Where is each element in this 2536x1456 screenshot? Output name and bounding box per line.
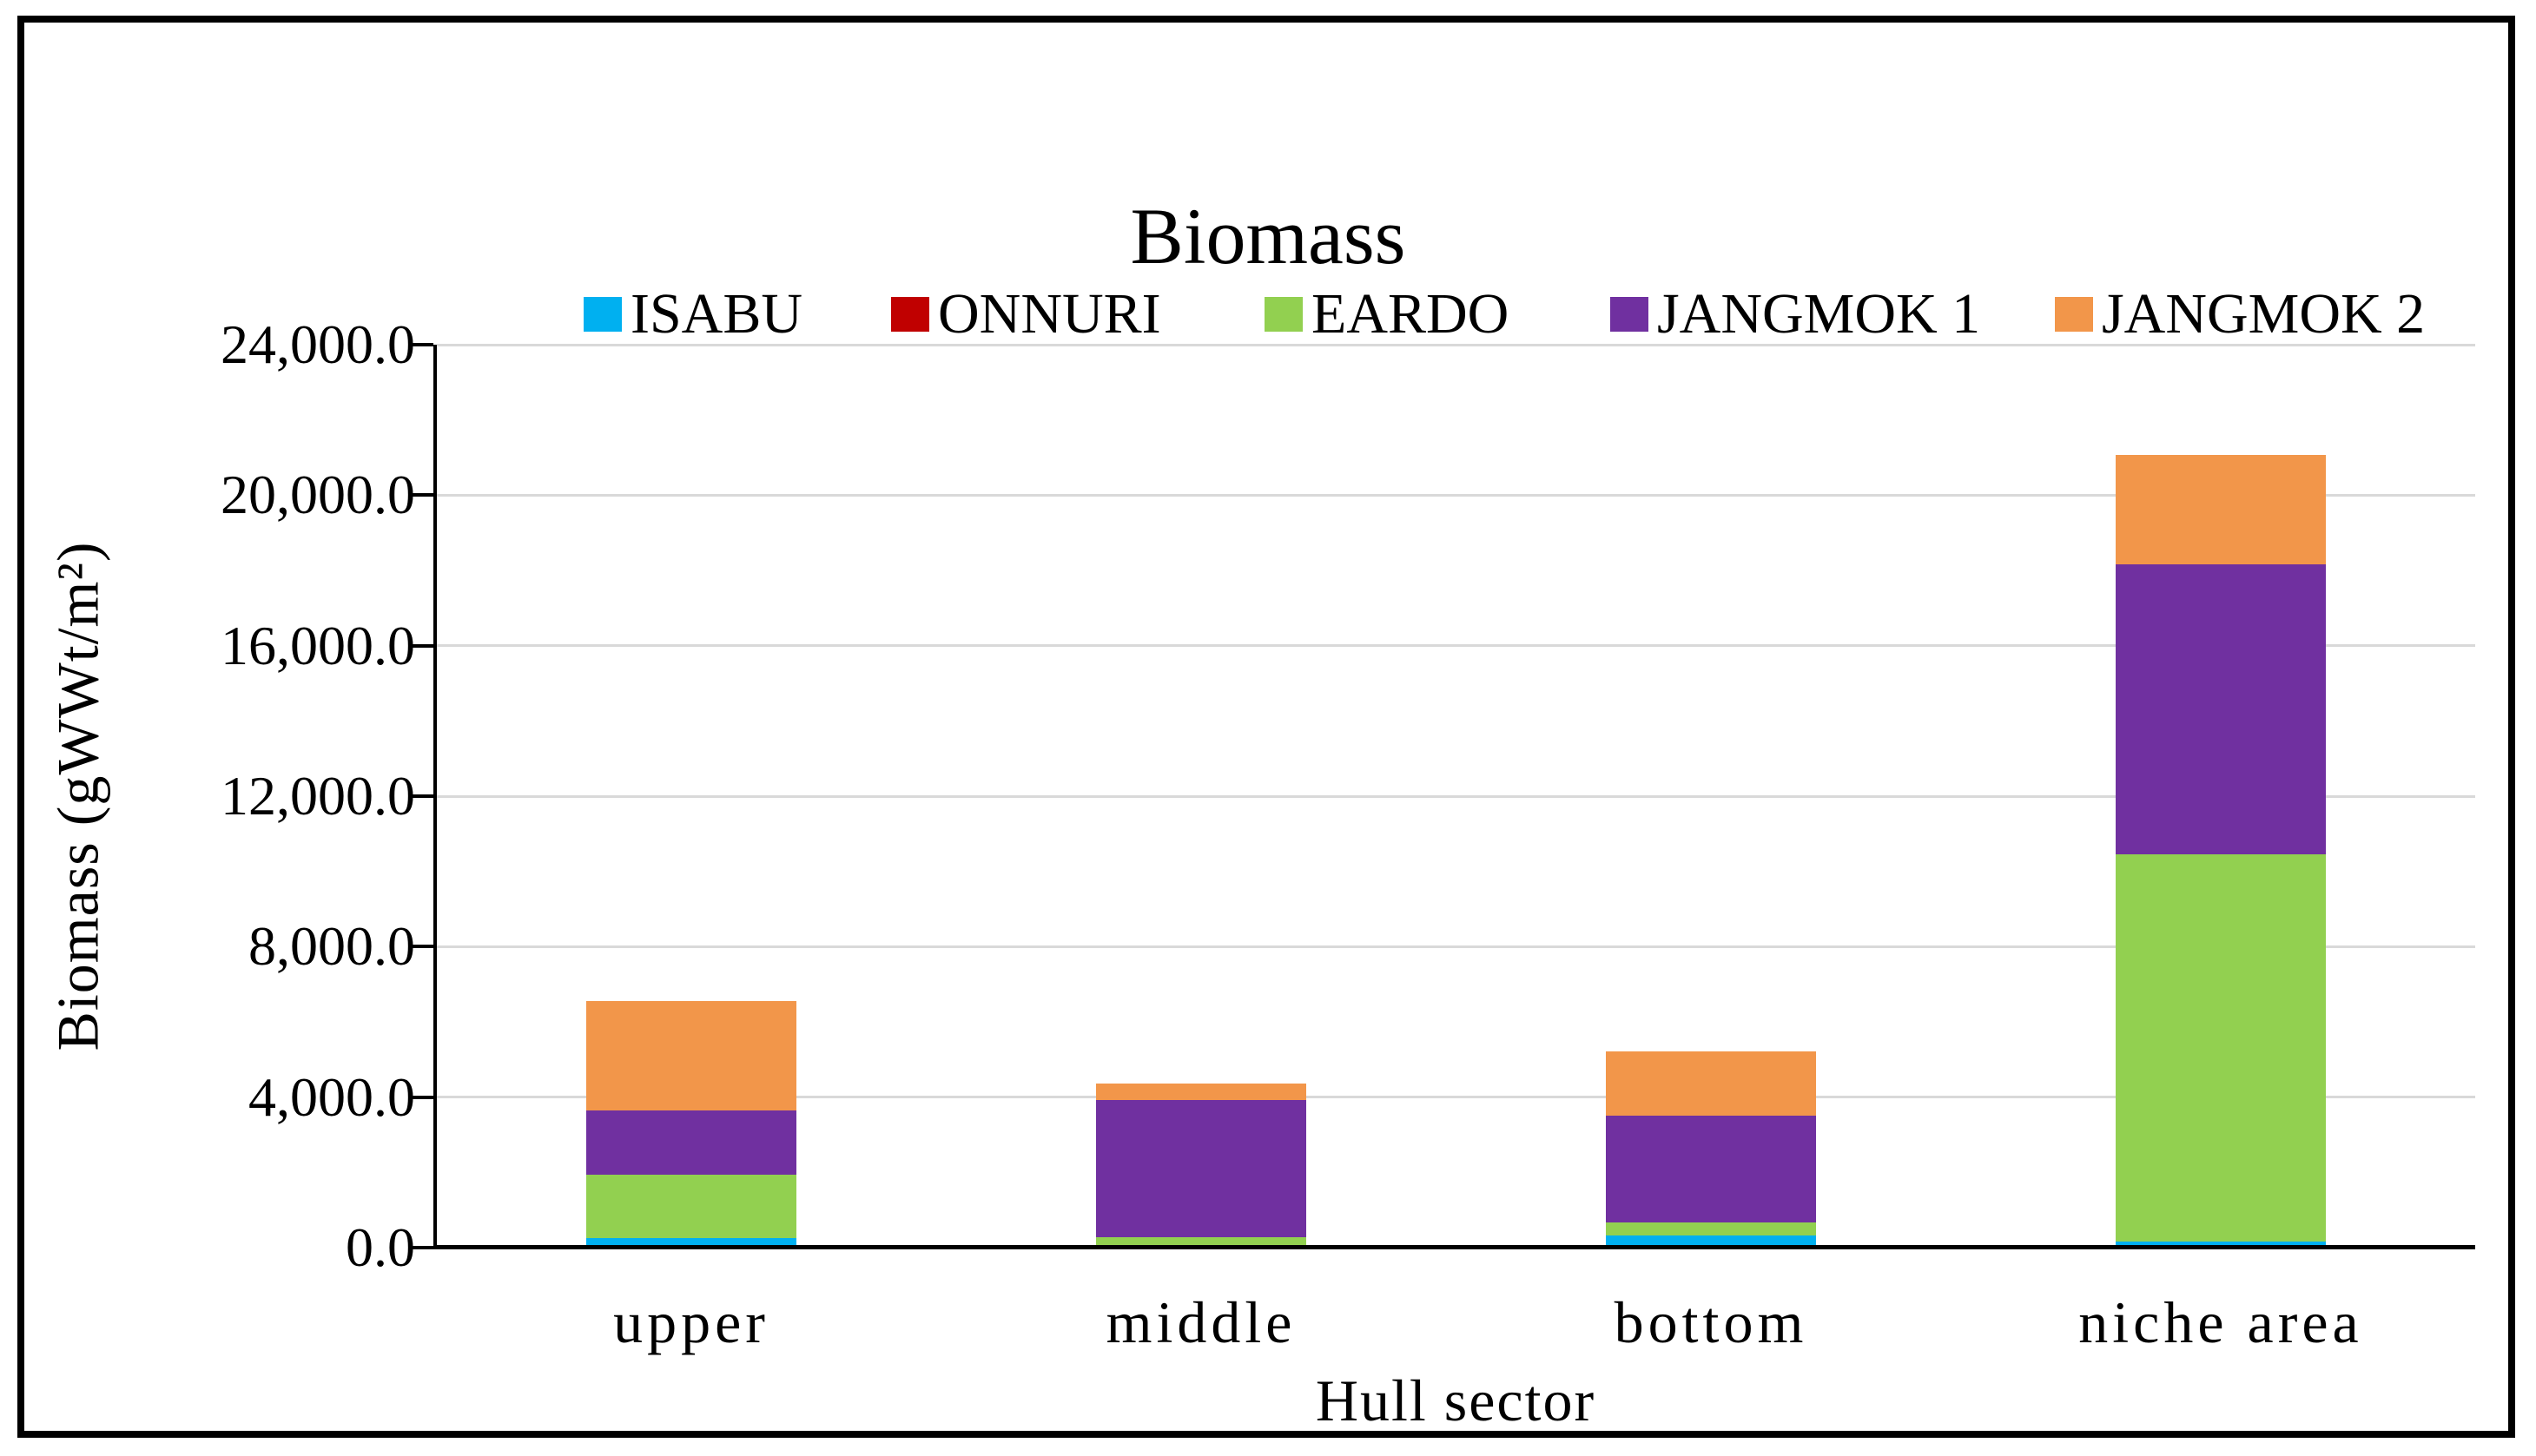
bar-segment-JANGMOK-1 (586, 1110, 796, 1175)
y-tick-label: 0.0 (346, 1216, 415, 1278)
bar-segment-JANGMOK-1 (1096, 1100, 1306, 1238)
legend-item-JANGMOK-2: JANGMOK 2 (2055, 282, 2426, 346)
bar-segment-ISABU (1606, 1235, 1816, 1245)
y-tick-mark-24000 (411, 343, 433, 346)
legend-label: EARDO (1311, 282, 1509, 346)
bar-niche-area (2116, 455, 2326, 1245)
y-tick-label: 8,000.0 (248, 915, 415, 978)
bar-segment-JANGMOK-2 (2116, 455, 2326, 565)
bar-segment-JANGMOK-2 (1606, 1051, 1816, 1116)
x-category-label-middle: middle (1106, 1289, 1297, 1355)
legend-swatch-ONNURI-icon (891, 297, 929, 332)
gridline-16000 (437, 644, 2475, 648)
legend-label: ONNURI (938, 282, 1161, 346)
bar-segment-JANGMOK-2 (586, 1001, 796, 1110)
bar-segment-JANGMOK-1 (1606, 1115, 1816, 1222)
legend-label: ISABU (631, 282, 803, 346)
y-tick-label: 4,000.0 (248, 1065, 415, 1128)
gridline-20000 (437, 493, 2475, 497)
bar-bottom (1606, 1051, 1816, 1245)
gridline-4000 (437, 1096, 2475, 1099)
legend-item-EARDO: EARDO (1265, 282, 1509, 346)
bar-segment-ISABU (586, 1238, 796, 1245)
bar-upper (586, 1001, 796, 1245)
bar-segment-EARDO (2116, 853, 2326, 1242)
gridline-12000 (437, 794, 2475, 798)
y-tick-label: 24,000.0 (221, 313, 415, 375)
chart-title: Biomass (1130, 192, 1406, 280)
x-category-label-bottom: bottom (1614, 1289, 1808, 1355)
x-category-label-niche-area: niche area (2078, 1289, 2363, 1355)
y-tick-mark-4000 (411, 1095, 433, 1099)
legend-label: JANGMOK 1 (1657, 282, 1981, 346)
legend-swatch-EARDO-icon (1265, 297, 1303, 332)
x-category-label-upper: upper (613, 1289, 769, 1355)
legend-swatch-JANGMOK-1-icon (1610, 297, 1648, 332)
y-tick-label: 16,000.0 (221, 614, 415, 676)
y-tick-label: 20,000.0 (221, 464, 415, 526)
x-axis-line (433, 1245, 2475, 1249)
legend-swatch-ISABU-icon (584, 297, 622, 332)
bar-segment-JANGMOK-1 (2116, 564, 2326, 854)
y-tick-label: 12,000.0 (221, 765, 415, 827)
bar-segment-EARDO (1606, 1222, 1816, 1236)
legend-label: JANGMOK 2 (2102, 282, 2426, 346)
bar-middle (1096, 1083, 1306, 1245)
y-tick-mark-20000 (411, 493, 433, 497)
legend-swatch-JANGMOK-2-icon (2055, 297, 2093, 332)
y-axis-title: Biomass (gWWt/m²) (44, 541, 111, 1051)
bar-segment-ISABU (2116, 1242, 2326, 1245)
legend-item-ONNURI: ONNURI (891, 282, 1161, 346)
y-tick-mark-8000 (411, 945, 433, 949)
y-axis-line (433, 345, 437, 1249)
y-tick-mark-12000 (411, 794, 433, 798)
gridline-24000 (437, 343, 2475, 346)
y-tick-mark-16000 (411, 643, 433, 648)
y-tick-mark-0 (411, 1246, 433, 1249)
legend-item-ISABU: ISABU (584, 282, 803, 346)
bar-segment-EARDO (1096, 1237, 1306, 1245)
gridline-8000 (437, 945, 2475, 948)
legend-item-JANGMOK-1: JANGMOK 1 (1610, 282, 1981, 346)
bar-segment-JANGMOK-2 (1096, 1083, 1306, 1101)
plot-area (411, 343, 2475, 1249)
x-axis-title: Hull sector (1315, 1367, 1596, 1433)
bar-segment-EARDO (586, 1174, 796, 1239)
